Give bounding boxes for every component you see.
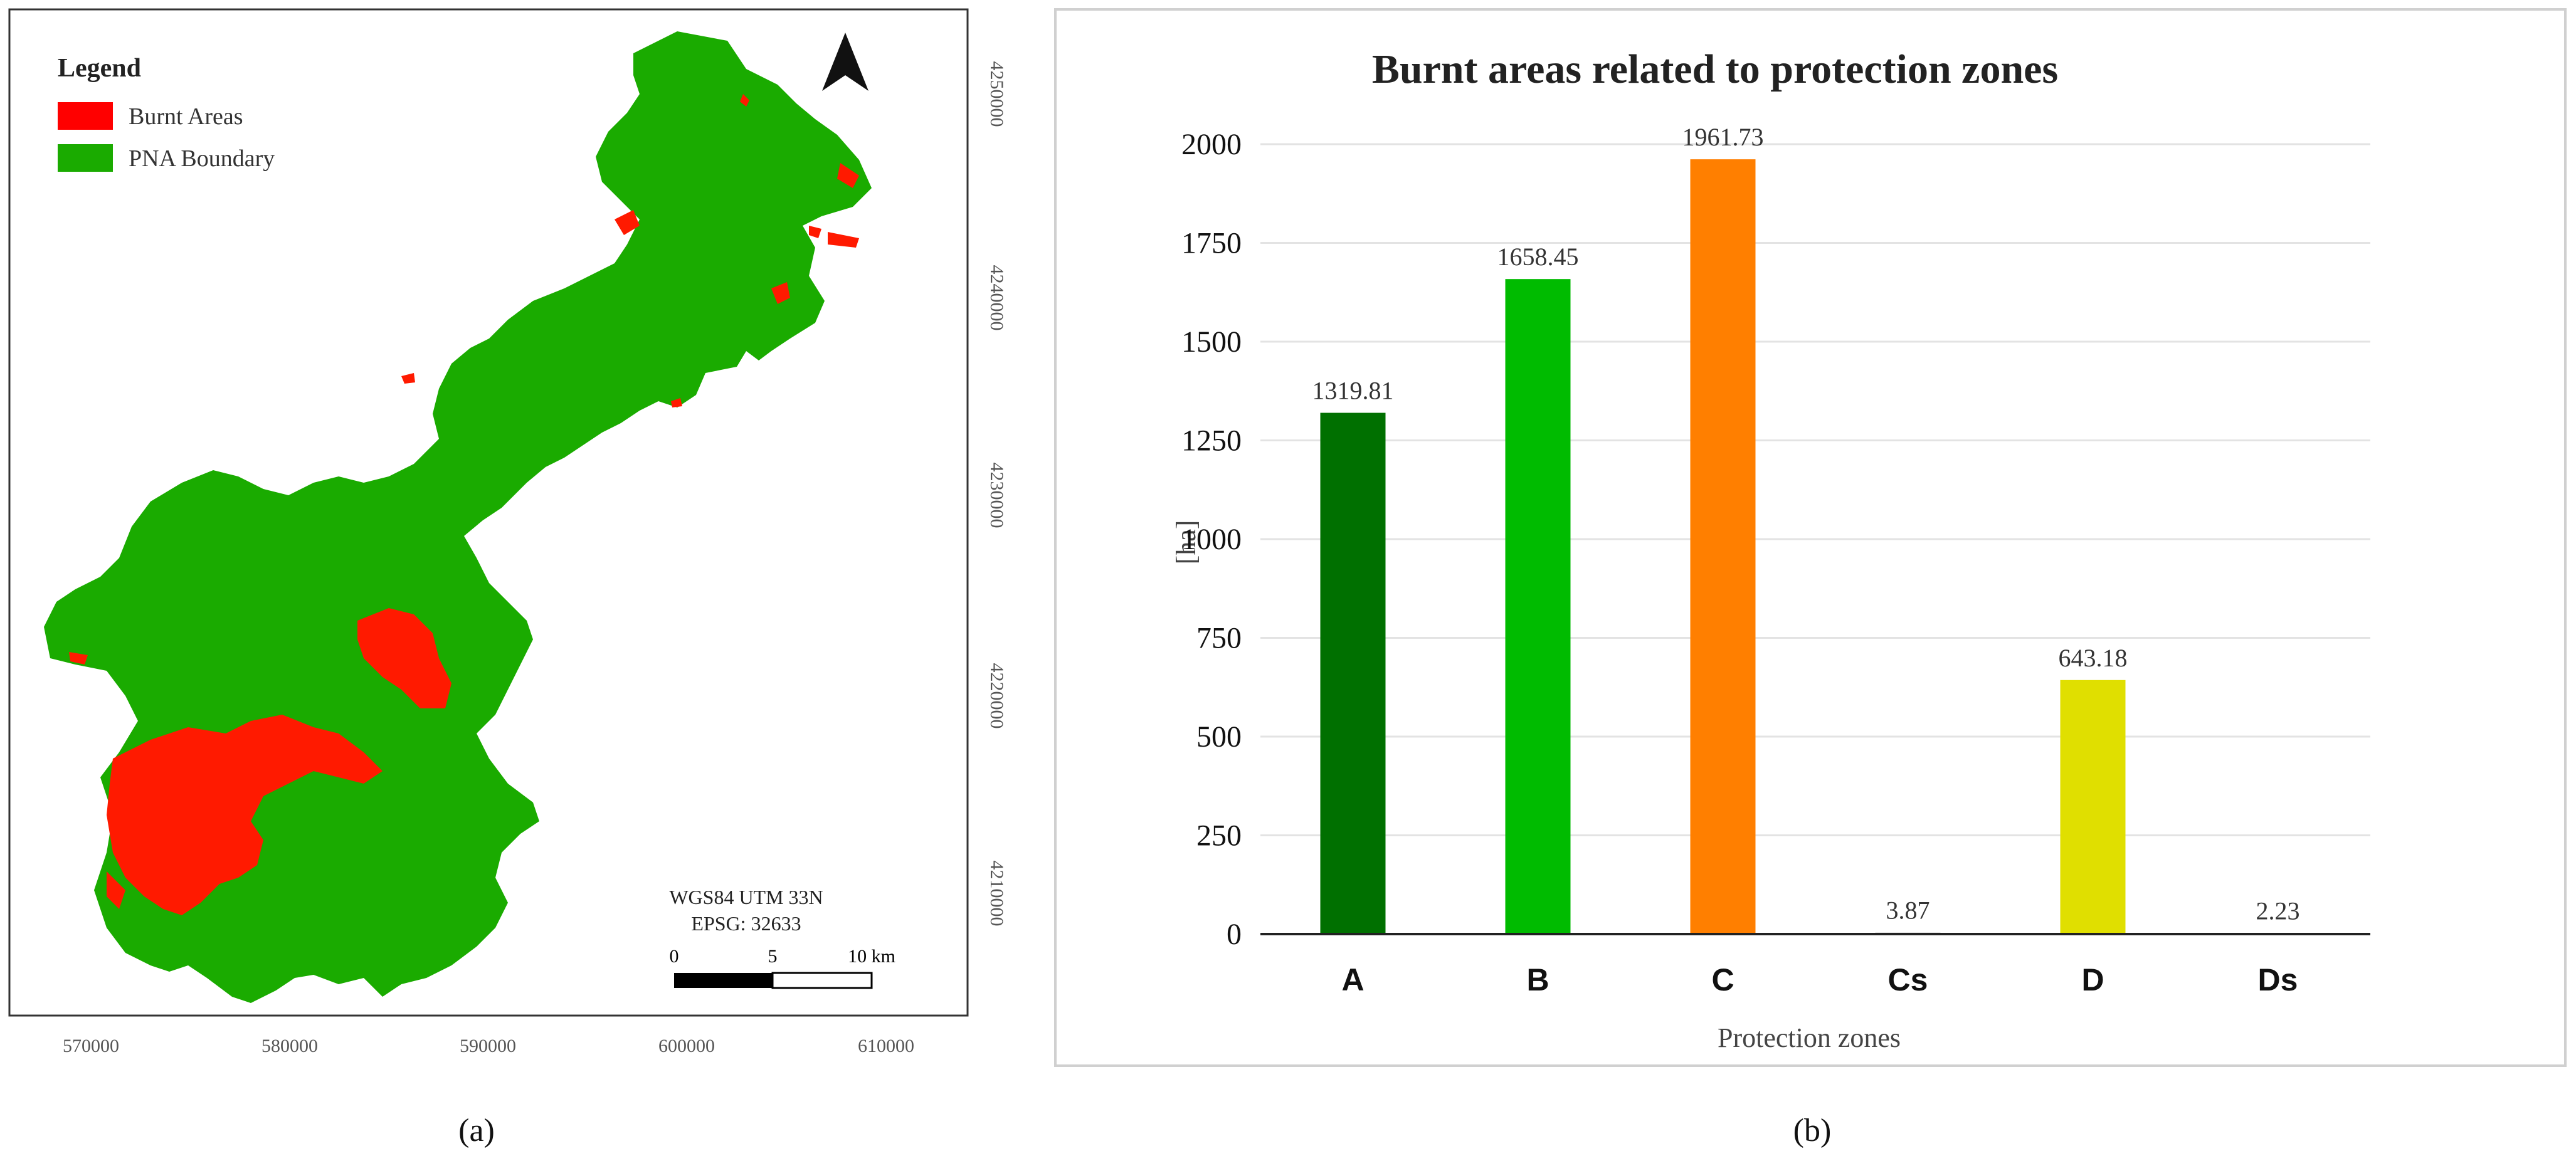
bar-value-label: 1658.45	[1497, 243, 1579, 271]
y-axis-label: [ha]	[1171, 520, 1201, 565]
y-tick-label: 500	[1196, 720, 1242, 754]
legend-swatch-pna-boundary	[58, 144, 113, 172]
bar-value-label: 2.23	[2256, 897, 2300, 925]
map-panel: Legend Burnt Areas PNA Boundary WGS84 UT…	[8, 8, 1007, 1148]
y-tick-label: 0	[1227, 918, 1242, 951]
y-tick-label: 250	[1196, 819, 1242, 853]
y-tick-label: 750	[1196, 622, 1242, 655]
map-y-tick: 4210000	[986, 861, 1007, 927]
x-axis-label: Protection zones	[1718, 1022, 1901, 1053]
x-tick-label: D	[2081, 962, 2104, 997]
bar-value-label: 1319.81	[1312, 377, 1394, 405]
bar-value-label: 643.18	[2059, 644, 2128, 672]
legend-label-pna-boundary: PNA Boundary	[129, 145, 275, 172]
map-x-tick: 600000	[658, 1036, 715, 1056]
chart-title: Burnt areas related to protection zones	[1372, 46, 2058, 92]
map-x-tick: 610000	[858, 1036, 914, 1056]
scale-label-0: 0	[670, 946, 679, 967]
epsg-label: EPSG: 32633	[691, 912, 801, 935]
bar-a	[1320, 412, 1386, 934]
panel-a-caption: (a)	[458, 1113, 495, 1148]
map-y-tick: 4250000	[986, 61, 1007, 127]
north-arrow-icon	[822, 33, 868, 91]
map-x-tick: 590000	[460, 1036, 516, 1056]
map-x-ticks: 570000 580000 590000 600000 610000	[63, 1036, 914, 1056]
legend-swatch-burnt-areas	[58, 102, 113, 130]
x-tick-label: Cs	[1888, 962, 1928, 997]
burnt-areas	[69, 94, 859, 915]
scale-bar-dark-segment	[674, 973, 773, 988]
map-x-tick: 570000	[63, 1036, 119, 1056]
legend-label-burnt-areas: Burnt Areas	[129, 103, 243, 130]
chart-frame	[1054, 8, 2567, 1067]
bars	[1320, 159, 2311, 934]
scale-label-10km: 10 km	[848, 946, 895, 967]
y-tick-label: 1250	[1181, 424, 1242, 458]
bar-d	[2060, 680, 2126, 934]
gridlines	[1260, 143, 2370, 836]
x-tick-label: B	[1526, 962, 1549, 997]
bar-value-label: 3.87	[1886, 896, 1930, 925]
map-x-tick: 580000	[261, 1036, 318, 1056]
y-tick-label: 1750	[1181, 227, 1242, 260]
map-y-tick: 4220000	[986, 663, 1007, 729]
map-y-tick: 4240000	[986, 265, 1007, 331]
x-tick-label: A	[1341, 962, 1364, 997]
projection-label: WGS84 UTM 33N	[669, 886, 823, 908]
scale-label-5: 5	[768, 946, 778, 967]
x-tick-label: C	[1711, 962, 1734, 997]
bar-c	[1690, 159, 1756, 934]
y-tick-labels: 0 250 500 750 1000 1250 1500 1750 2000	[1181, 128, 1242, 951]
y-tick-label: 1500	[1181, 325, 1242, 359]
bar-value-labels: 1319.81 1658.45 1961.73 3.87 643.18 2.23	[1312, 123, 2300, 925]
map-legend: Legend Burnt Areas PNA Boundary	[58, 54, 275, 172]
y-tick-label: 2000	[1181, 128, 1242, 161]
bar-b	[1505, 279, 1571, 934]
panel-b-caption: (b)	[1793, 1113, 1832, 1148]
legend-title: Legend	[58, 54, 141, 83]
chart-panel: Burnt areas related to protection zones …	[1054, 8, 2567, 1148]
y-tick-label: 1000	[1181, 523, 1242, 556]
scale-bar-light-segment	[771, 972, 873, 989]
scale-bar: 0 5 10 km	[670, 946, 895, 989]
map-y-ticks: 4250000 4240000 4230000 4220000 4210000	[986, 61, 1007, 927]
bar-value-label: 1961.73	[1682, 123, 1764, 151]
x-tick-label: Ds	[2258, 962, 2298, 997]
x-tick-labels: A B C Cs D Ds	[1341, 962, 2298, 997]
map-y-tick: 4230000	[986, 463, 1007, 528]
